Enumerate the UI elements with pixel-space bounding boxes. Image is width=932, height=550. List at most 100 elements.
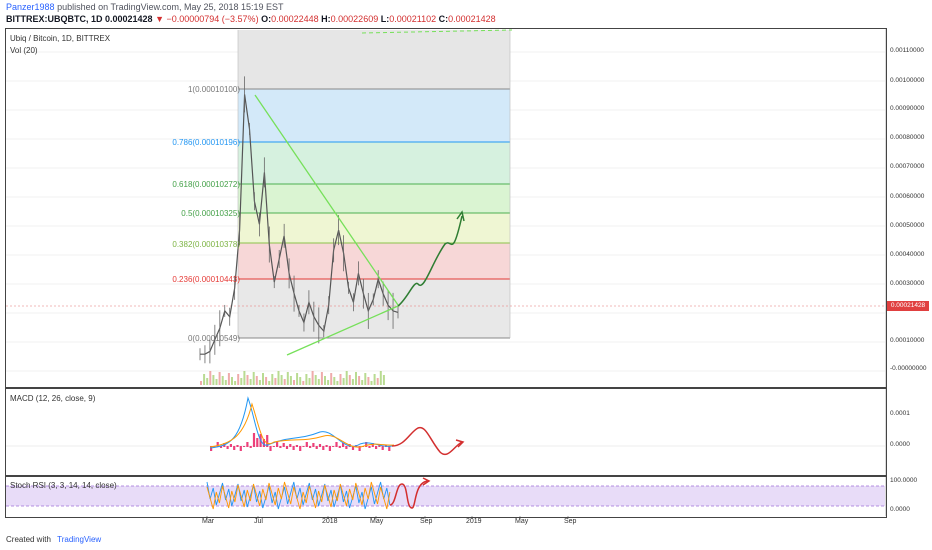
macd-histogram-bar	[269, 446, 272, 451]
fib-label-0382: 0.382(0.00010378)	[172, 240, 240, 249]
macd-histogram-bar	[315, 446, 318, 449]
macd-histogram-bar	[233, 446, 236, 450]
volume-bar	[215, 379, 218, 385]
volume-bar	[320, 372, 323, 385]
macd-y-tick: 0.0000	[890, 441, 910, 448]
volume-bar	[280, 375, 283, 385]
macd-histogram-bar	[338, 446, 341, 448]
rsi-pane[interactable]	[5, 476, 887, 518]
volume-bar	[252, 372, 255, 385]
main-pane-title: Ubiq / Bitcoin, 1D, BITTREX	[10, 34, 111, 43]
macd-histogram-bar	[243, 446, 246, 447]
high-value: 0.00022609	[330, 14, 379, 24]
x-tick: Sep	[564, 518, 577, 525]
macd-histogram-bar	[351, 446, 355, 450]
volume-bar	[339, 374, 342, 385]
macd-histogram-bar	[252, 433, 256, 447]
x-tick: Jul	[254, 518, 263, 525]
volume-bar	[355, 372, 357, 385]
volume-bar	[373, 374, 376, 385]
macd-histogram-bar	[299, 446, 302, 451]
volume-bar	[348, 375, 351, 385]
macd-histogram-bar	[388, 446, 391, 451]
y-tick: 0.00050000	[890, 222, 925, 229]
fib-zone-top	[238, 30, 510, 90]
macd-histogram-bar	[365, 442, 368, 447]
volume-bar	[382, 375, 385, 385]
macd-histogram-bar	[219, 446, 223, 448]
macd-projection-arrow	[391, 426, 463, 456]
volume-bar	[296, 373, 299, 385]
author-link[interactable]: Panzer1988	[6, 2, 55, 12]
volume-bar	[224, 380, 227, 385]
macd-histogram-bar	[282, 443, 285, 447]
volume-bar	[376, 378, 379, 385]
fib-zone	[238, 243, 510, 279]
volume-bar	[351, 379, 354, 385]
macd-histogram-bar	[375, 446, 378, 449]
macd-histogram-bar	[342, 443, 345, 447]
volume-bar	[299, 377, 302, 385]
fib-zone	[238, 184, 510, 213]
y-tick: 0.00010000	[890, 337, 925, 344]
macd-histogram-bar	[322, 446, 325, 450]
macd-histogram-bar	[289, 444, 292, 447]
volume-bar	[274, 378, 277, 385]
main-pane[interactable]	[5, 28, 887, 388]
open-label: O:	[261, 14, 272, 24]
signal-line	[209, 402, 395, 448]
y-tick: 0.00060000	[890, 193, 925, 200]
y-tick: 0.00070000	[890, 163, 925, 170]
volume-bar	[240, 378, 243, 385]
change-value: ▼ −0.00000794 (−3.57%)	[155, 14, 259, 24]
volume-bar	[327, 380, 330, 385]
macd-histogram-bar	[381, 446, 384, 450]
volume-bar	[370, 381, 373, 385]
projection-arrow-green	[397, 215, 463, 307]
macd-histogram-bar	[285, 446, 289, 449]
volume-bar	[206, 378, 209, 385]
volume-bar	[246, 375, 249, 385]
high-label: H:	[321, 14, 331, 24]
macd-histogram-bar	[256, 438, 259, 447]
macd-pane[interactable]	[5, 388, 887, 476]
current-price-tag: 0.00021428	[887, 301, 929, 311]
macd-histogram-bar	[239, 446, 242, 451]
volume-bar	[330, 373, 333, 385]
volume-bar	[234, 381, 237, 385]
volume-bar	[311, 371, 314, 385]
volume-bar	[243, 371, 246, 385]
close-label: C:	[438, 14, 449, 24]
ohlc-line: BITTREX:UBQBTC, 1D 0.00021428 ▼ −0.00000…	[6, 14, 496, 24]
macd-histogram-bar	[325, 445, 328, 447]
macd-histogram-bar	[305, 442, 308, 447]
trendline-up	[286, 305, 399, 356]
close-value: 0.00021428	[448, 14, 496, 24]
trendline-down	[254, 94, 399, 306]
macd-histogram-bar	[328, 446, 331, 451]
volume-bar	[258, 380, 261, 385]
macd-histogram-bar	[295, 445, 298, 447]
volume-bar	[283, 379, 286, 385]
volume-bar	[289, 376, 292, 385]
macd-y-tick: 0.0001	[890, 410, 910, 417]
fib-label-0786: 0.786(0.00010196)	[172, 138, 240, 147]
macd-histogram-bar	[266, 435, 269, 447]
volume-bar	[302, 381, 305, 385]
macd-histogram-bar	[302, 446, 305, 447]
x-tick: 2019	[466, 518, 482, 525]
macd-histogram-bar	[371, 443, 374, 447]
rsi-y-tick: 100.0000	[890, 477, 918, 484]
y-tick: 0.00090000	[890, 105, 925, 112]
macd-arrowhead	[455, 439, 465, 448]
tradingview-logo[interactable]: TradingView	[57, 535, 102, 544]
y-tick: 0.00030000	[890, 280, 925, 287]
volume-label: Vol (20)	[10, 46, 38, 55]
macd-histogram-bar	[226, 446, 229, 449]
macd-histogram-bar	[216, 442, 219, 447]
volume-bar	[324, 376, 326, 385]
macd-histogram-bar	[262, 439, 265, 447]
x-tick: 2018	[322, 518, 338, 525]
macd-histogram-bar	[249, 446, 252, 448]
